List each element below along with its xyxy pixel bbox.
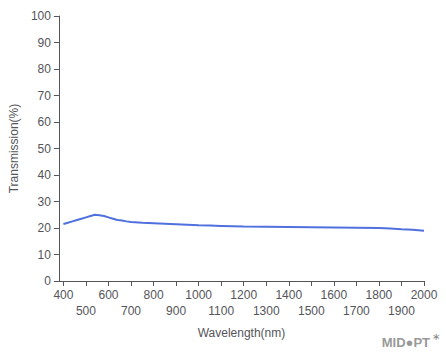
svg-text:1100: 1100 <box>208 304 234 318</box>
svg-text:80: 80 <box>38 62 52 76</box>
svg-text:20: 20 <box>38 221 52 235</box>
svg-text:60: 60 <box>38 115 52 129</box>
svg-text:500: 500 <box>76 304 96 318</box>
svg-text:70: 70 <box>38 89 52 103</box>
svg-text:90: 90 <box>38 36 52 50</box>
svg-text:100: 100 <box>31 9 51 23</box>
svg-text:0: 0 <box>44 274 51 288</box>
svg-text:2000: 2000 <box>411 288 438 302</box>
svg-text:400: 400 <box>53 288 73 302</box>
svg-text:1800: 1800 <box>366 288 393 302</box>
svg-text:1000: 1000 <box>185 288 212 302</box>
svg-text:MID●PT: MID●PT <box>382 335 430 350</box>
svg-text:30: 30 <box>38 195 52 209</box>
svg-text:1600: 1600 <box>321 288 348 302</box>
svg-text:40: 40 <box>38 168 52 182</box>
svg-text:∗: ∗ <box>432 331 440 342</box>
svg-text:1400: 1400 <box>275 288 302 302</box>
svg-text:10: 10 <box>38 248 52 262</box>
svg-text:1300: 1300 <box>253 304 280 318</box>
svg-text:1500: 1500 <box>298 304 325 318</box>
svg-text:900: 900 <box>166 304 186 318</box>
svg-text:50: 50 <box>38 142 52 156</box>
svg-text:Wavelength(nm): Wavelength(nm) <box>198 326 286 340</box>
svg-text:600: 600 <box>98 288 118 302</box>
svg-text:1700: 1700 <box>343 304 370 318</box>
svg-text:1900: 1900 <box>388 304 415 318</box>
svg-text:Transmission(%): Transmission(%) <box>7 104 21 194</box>
svg-text:800: 800 <box>144 288 164 302</box>
svg-text:700: 700 <box>121 304 141 318</box>
svg-text:1200: 1200 <box>230 288 257 302</box>
